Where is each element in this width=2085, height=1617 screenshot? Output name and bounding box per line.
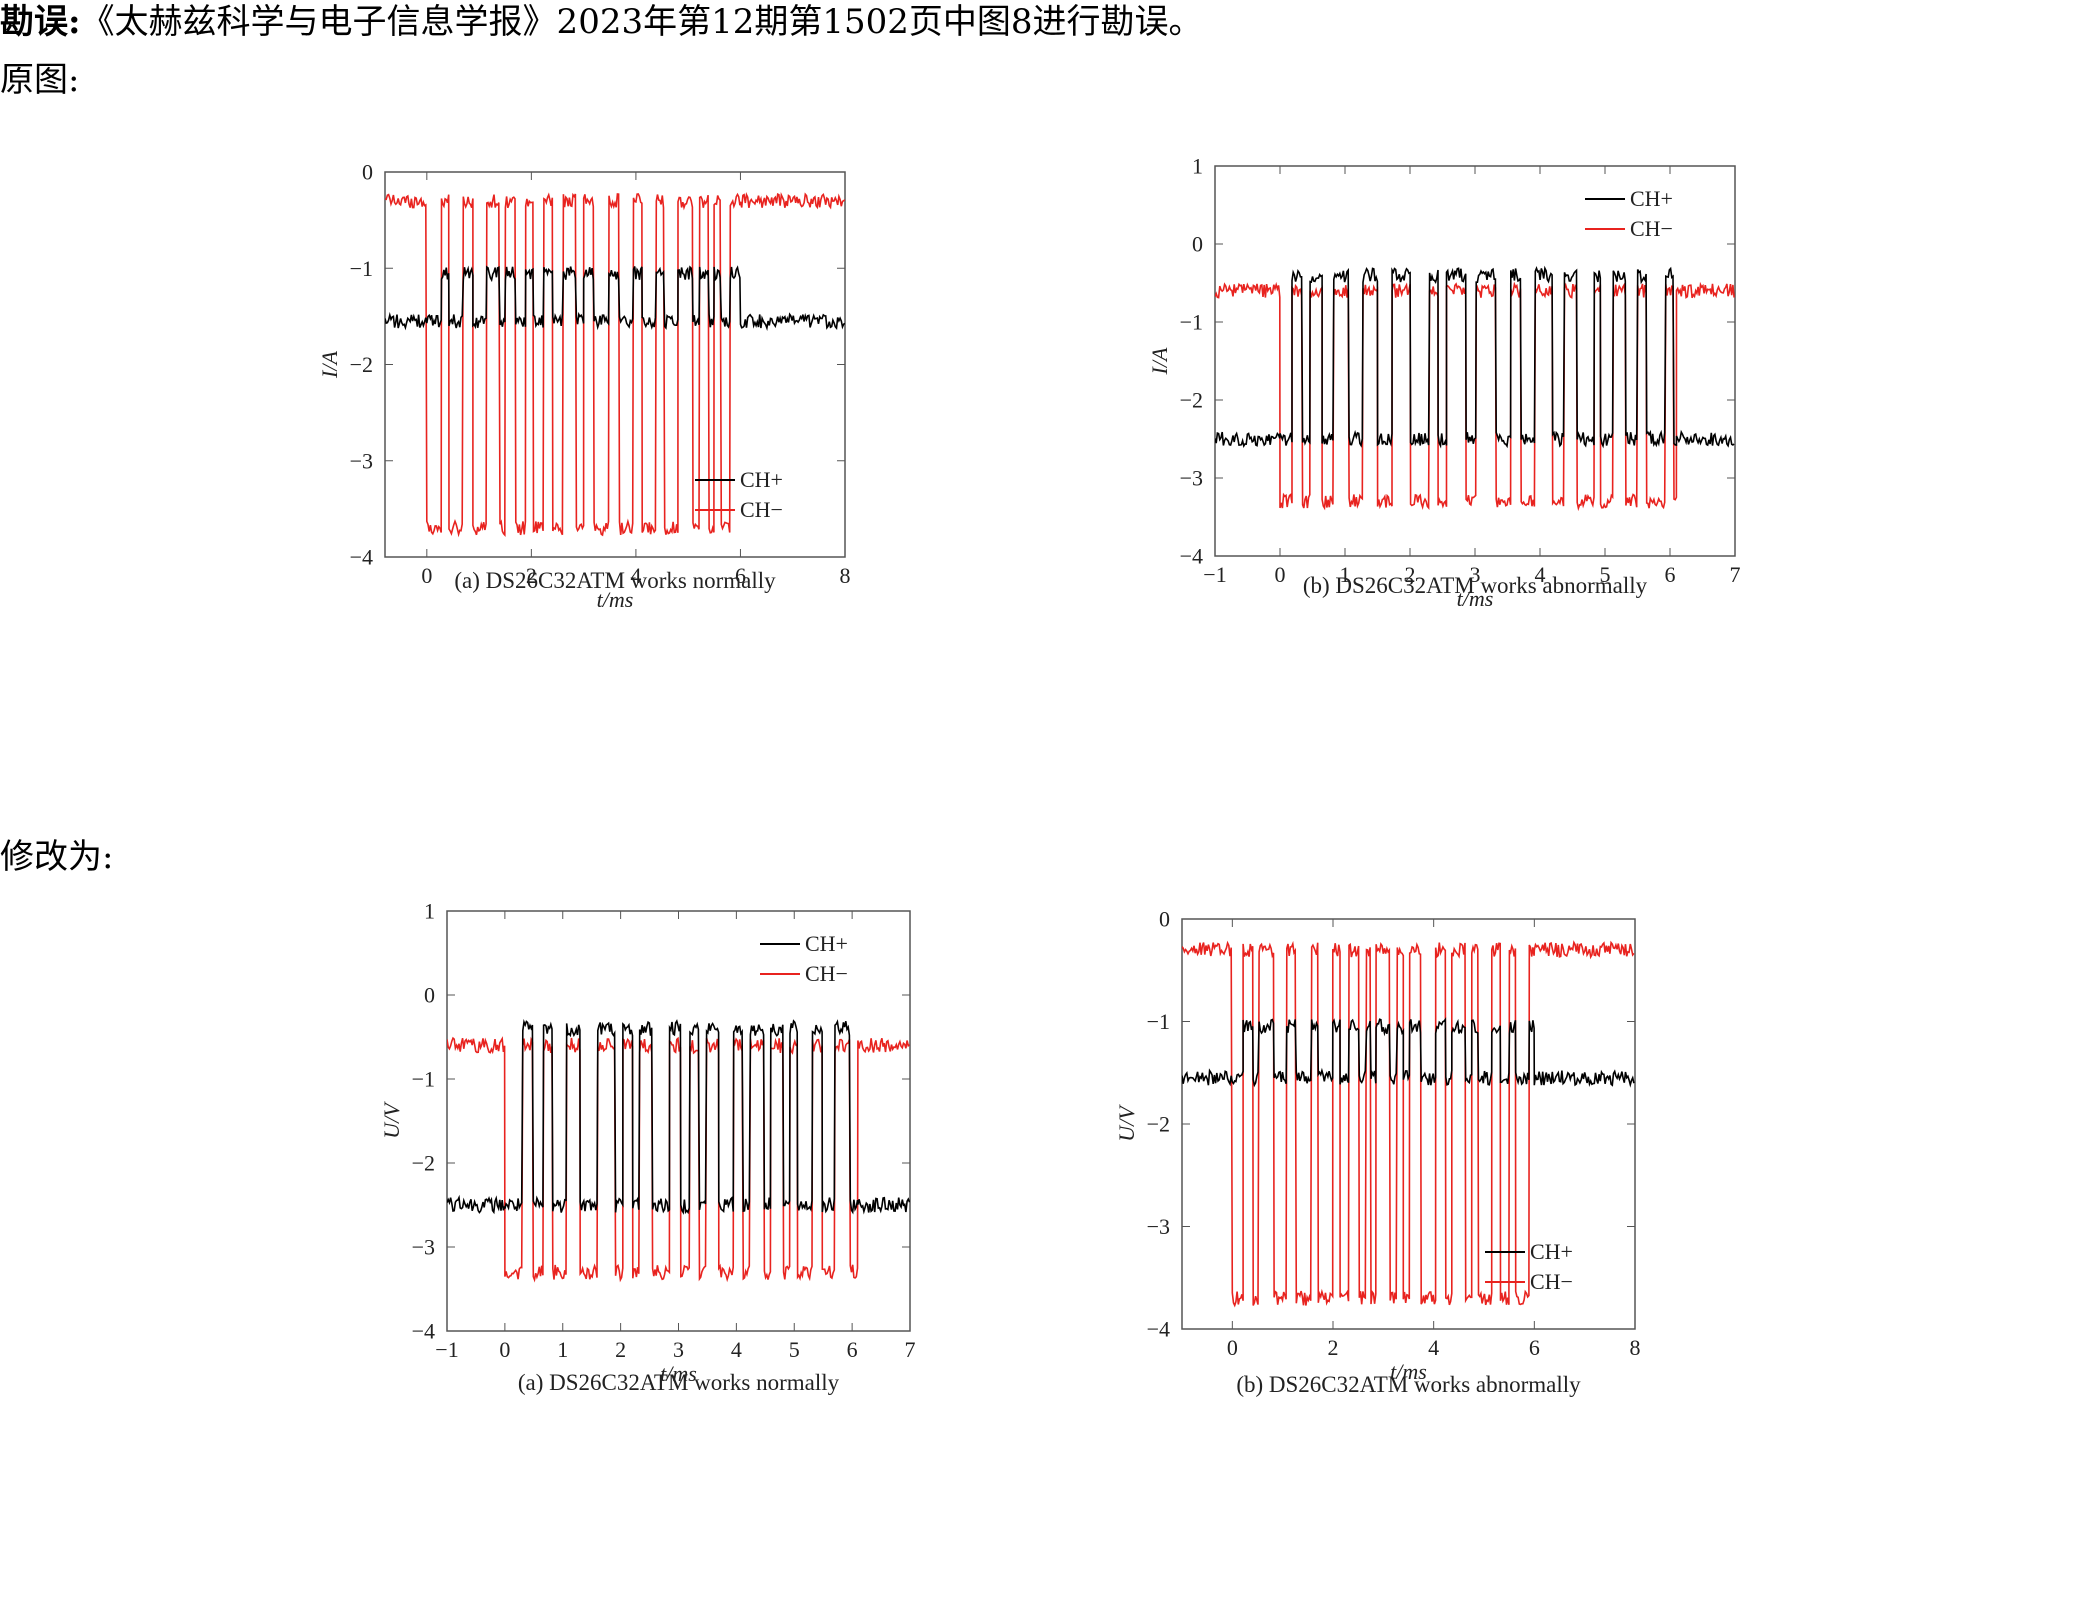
- y-tick-label: −4: [1147, 1317, 1170, 1342]
- x-axis-label: t/ms: [1457, 586, 1494, 611]
- x-tick-label: 4: [630, 563, 641, 588]
- series-line-ch-minus: [385, 191, 845, 538]
- x-tick-label: 1: [1340, 562, 1351, 587]
- corrected-figure-heading: 修改为:: [0, 837, 114, 877]
- x-tick-label: 4: [1428, 1335, 1439, 1360]
- y-tick-label: 0: [424, 983, 435, 1008]
- x-tick-label: 5: [789, 1337, 800, 1362]
- y-tick-label: −2: [1180, 388, 1203, 413]
- x-tick-label: 0: [421, 563, 432, 588]
- x-tick-label: 3: [673, 1337, 684, 1362]
- y-tick-label: −2: [350, 352, 373, 377]
- series-line-ch-plus: [1182, 1017, 1635, 1088]
- figure-caption: (b) DS26C32ATM works abnormally: [1303, 573, 1648, 598]
- x-tick-label: 6: [1529, 1335, 1540, 1360]
- x-tick-label: 2: [615, 1337, 626, 1362]
- y-tick-label: −3: [350, 448, 373, 473]
- y-axis-label: I/A: [1147, 347, 1172, 375]
- y-tick-label: 1: [1192, 154, 1203, 179]
- plot-frame: [446, 910, 911, 1332]
- x-axis-label: t/ms: [597, 587, 634, 612]
- series-line-ch-plus: [1215, 265, 1735, 449]
- x-tick-label: 1: [557, 1337, 568, 1362]
- x-tick-label: 8: [1630, 1335, 1641, 1360]
- chart-original-b: −1 0 1 2 3 4 5 6 7 1 0 −1 −2 −3 −4 t/ms I/A (b) DS26C32AT…: [1147, 154, 1741, 611]
- y-tick-label: −1: [1180, 310, 1203, 335]
- x-tick-label: 0: [1275, 562, 1286, 587]
- x-tick-label: 0: [1227, 1335, 1238, 1360]
- plot-frame: [1181, 918, 1636, 1330]
- legend-entry: CH−: [805, 961, 848, 986]
- series-line-ch-plus: [385, 265, 845, 332]
- x-tick-label: 6: [847, 1337, 858, 1362]
- x-tick-label: 8: [840, 563, 851, 588]
- x-tick-label: 6: [1665, 562, 1676, 587]
- legend-entry: CH+: [1630, 186, 1673, 211]
- y-axis-label: U/V: [379, 1101, 404, 1139]
- x-tick-label: −1: [1203, 562, 1226, 587]
- signal-traces: [385, 191, 845, 538]
- chart-original-a: 0 2 4 6 8 0 −1 −2 −3 −4 t/ms I/A (a) DS26C32ATM work…: [317, 160, 851, 612]
- x-tick-label: 0: [499, 1337, 510, 1362]
- y-tick-label: −3: [1180, 466, 1203, 491]
- series-line-ch-minus: [447, 1036, 910, 1283]
- y-axis-label: I/A: [317, 351, 342, 379]
- series-line-ch-plus: [447, 1018, 910, 1215]
- y-tick-label: −3: [1147, 1214, 1170, 1239]
- legend-entry: CH−: [740, 497, 783, 522]
- y-tick-label: 0: [1159, 907, 1170, 932]
- x-tick-label: 3: [1470, 562, 1481, 587]
- y-tick-label: −2: [1147, 1112, 1170, 1137]
- y-tick-label: −4: [412, 1319, 435, 1344]
- legend-entry: CH+: [740, 467, 783, 492]
- legend-entry: CH+: [805, 931, 848, 956]
- y-tick-label: −4: [1180, 544, 1203, 569]
- y-tick-label: −1: [350, 256, 373, 281]
- x-tick-label: 4: [731, 1337, 742, 1362]
- y-tick-label: 0: [362, 160, 373, 185]
- series-line-ch-minus: [1182, 940, 1635, 1308]
- x-tick-label: 2: [526, 563, 537, 588]
- signal-traces: [447, 1018, 910, 1283]
- x-tick-label: 7: [905, 1337, 916, 1362]
- x-tick-label: 4: [1535, 562, 1546, 587]
- x-tick-label: 6: [735, 563, 746, 588]
- y-tick-label: 1: [424, 900, 435, 924]
- erratum-heading: 勘误:《太赫兹科学与电子信息学报》2023年第12期第1502页中图8进行勘误。: [0, 0, 1203, 44]
- chart-corrected-b: 0 2 4 6 8 0 −1 −2 −3 −4 t/ms U/V (b) DS26C32ATM work…: [1114, 907, 1641, 1397]
- y-tick-label: −1: [412, 1067, 435, 1092]
- figure-caption: (a) DS26C32ATM works normally: [454, 568, 776, 593]
- x-tick-label: 2: [1405, 562, 1416, 587]
- legend-entry: CH+: [1530, 1239, 1573, 1264]
- x-tick-label: 2: [1328, 1335, 1339, 1360]
- figure-caption: (b) DS26C32ATM works abnormally: [1236, 1372, 1581, 1397]
- signal-traces: [1215, 265, 1735, 512]
- y-axis-label: U/V: [1114, 1104, 1139, 1142]
- y-tick-label: −2: [412, 1151, 435, 1176]
- figure-caption: (a) DS26C32ATM works normally: [518, 1370, 840, 1395]
- erratum-text: 《太赫兹科学与电子信息学报》2023年第12期第1502页中图8进行勘误。: [80, 2, 1203, 42]
- y-tick-label: −1: [1147, 1009, 1170, 1034]
- original-figure-heading: 原图:: [0, 60, 80, 100]
- x-tick-label: 7: [1730, 562, 1741, 587]
- x-tick-label: 5: [1600, 562, 1611, 587]
- y-tick-label: 0: [1192, 232, 1203, 257]
- erratum-label: 勘误:: [0, 2, 81, 42]
- x-axis-label: t/ms: [1390, 1359, 1427, 1384]
- x-axis-label: t/ms: [660, 1361, 697, 1386]
- chart-corrected-a: −1 0 1 2 3 4 5 6 7 1 0 −1 −2 −3 −4 t/ms U/V (a) DS26C32AT…: [379, 900, 916, 1395]
- y-tick-label: −4: [350, 545, 373, 570]
- x-tick-label: −1: [435, 1337, 458, 1362]
- signal-traces: [1182, 940, 1635, 1308]
- legend-entry: CH−: [1630, 216, 1673, 241]
- y-tick-label: −3: [412, 1235, 435, 1260]
- legend-entry: CH−: [1530, 1269, 1573, 1294]
